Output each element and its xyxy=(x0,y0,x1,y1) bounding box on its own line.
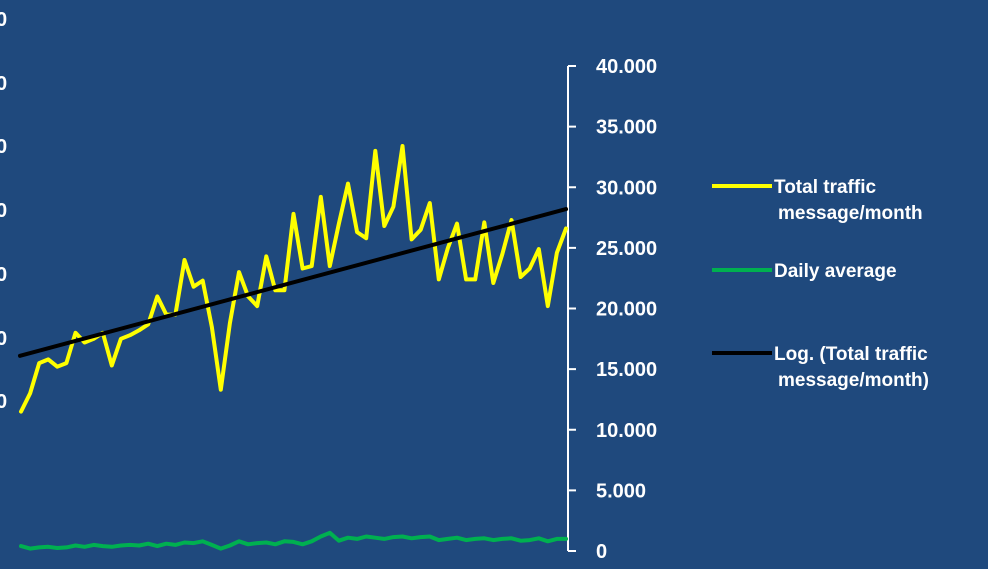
series-line-log-total-traffic-message-month xyxy=(18,207,568,358)
right-axis-tick-label: 0 xyxy=(596,541,607,563)
left-axis-tick-label: 0 xyxy=(0,200,7,222)
right-axis-tick-label: 5.000 xyxy=(596,480,646,502)
legend-label: Daily average xyxy=(774,261,897,282)
right-axis-tick-label: 20.000 xyxy=(596,299,657,321)
series-line-daily-average xyxy=(19,530,568,551)
right-axis-tick-label: 40.000 xyxy=(596,56,657,78)
right-axis-tick-label: 30.000 xyxy=(596,177,657,199)
right-axis-tick-label: 25.000 xyxy=(596,238,657,260)
left-axis-tick-label: 0 xyxy=(0,328,7,350)
right-axis-tick-label: 15.000 xyxy=(596,359,657,381)
series-line-total-traffic-message-month xyxy=(19,144,568,414)
legend-label: Total traffic message/month xyxy=(774,177,923,224)
left-axis-tick-label: 0 xyxy=(0,73,7,95)
left-axis-tick-label: 0 xyxy=(0,136,7,158)
left-axis-tick-label: 0 xyxy=(0,264,7,286)
right-axis-tick-label: 35.000 xyxy=(596,117,657,139)
left-axis-tick-label: 0 xyxy=(0,9,7,31)
legend-label: Log. (Total traffic message/month) xyxy=(774,344,929,391)
left-axis-tick-label: 0 xyxy=(0,391,7,413)
right-axis-tick-label: 10.000 xyxy=(596,420,657,442)
